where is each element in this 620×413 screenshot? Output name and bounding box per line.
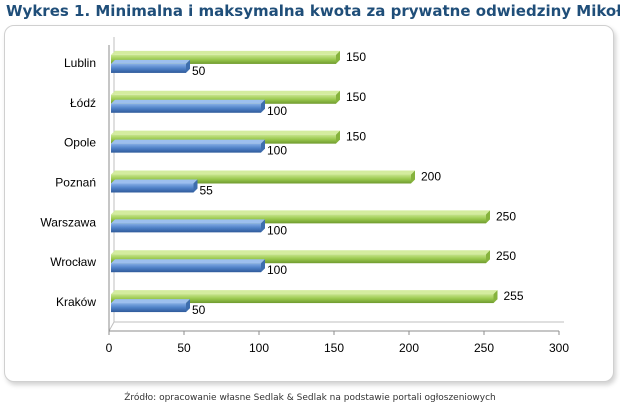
bar-max-5-top (111, 250, 490, 255)
bar-max-4-top (111, 210, 490, 215)
bar-min-1-face (111, 103, 261, 113)
bar-chart: 0 50 100 150 200 250 300 Lublin 150 50 Łódź 150 100 O… (40, 37, 569, 355)
depth-line (108, 321, 115, 332)
bar-max-4 (111, 210, 490, 224)
bar-max-5 (111, 250, 490, 264)
bar-min-0-end (186, 59, 190, 73)
bar-max-0-face (111, 54, 336, 64)
bar-min-0-top (111, 59, 190, 64)
x-tick-label: 300 (549, 341, 569, 355)
bar-min-3-end (193, 179, 198, 193)
bar-min-3 (111, 179, 198, 193)
bar-max-1-top (111, 90, 340, 95)
x-tick-label: 0 (106, 341, 113, 355)
bar-max-3-top (111, 170, 415, 175)
data-label-min: 50 (192, 303, 206, 317)
bar-min-6-face (111, 303, 186, 313)
bar-min-4-face (111, 223, 261, 233)
bar-min-2-end (261, 139, 265, 153)
bar-max-5-face (111, 254, 486, 264)
bar-max-1 (111, 90, 340, 104)
bar-max-3-face (111, 174, 411, 184)
bar-max-1-face (111, 94, 336, 104)
bar-max-2-face (111, 134, 336, 144)
bar-max-6-end (493, 290, 498, 304)
data-label-min: 100 (267, 223, 287, 237)
labels: 0 50 100 150 200 250 300 Lublin 150 50 Łódź 150 100 O… (40, 50, 569, 355)
data-label-min: 50 (192, 64, 206, 78)
bar-max-6-top (111, 290, 498, 295)
category-label: Poznań (55, 176, 96, 190)
bar-max-6-face (111, 294, 494, 304)
bar-min-0 (111, 59, 190, 73)
bar-max-4-face (111, 214, 486, 224)
data-label-max: 150 (346, 50, 366, 64)
bar-max-2 (111, 130, 340, 144)
data-label-min: 100 (267, 144, 287, 158)
bar-max-2-end (336, 130, 340, 144)
data-label-max: 150 (346, 130, 366, 144)
data-label-max: 250 (496, 249, 516, 263)
category-label: Warszawa (40, 215, 96, 229)
x-tick-label: 150 (324, 341, 344, 355)
bar-min-6-end (186, 299, 190, 313)
bar-max-0-end (336, 50, 340, 64)
bar-max-4-end (486, 210, 490, 224)
data-label-min: 100 (267, 263, 287, 277)
bar-min-2-top (111, 139, 265, 144)
bar-min-6-top (111, 299, 190, 304)
bar-min-2-face (111, 143, 261, 153)
bar-max-3 (111, 170, 415, 184)
bar-min-4-top (111, 219, 265, 224)
x-tick-label: 50 (177, 341, 191, 355)
bar-min-3-face (111, 183, 194, 193)
bar-min-0-face (111, 63, 186, 73)
data-label-max: 150 (346, 90, 366, 104)
bar-max-0 (111, 50, 340, 64)
bar-max-1-end (336, 90, 340, 104)
x-tick-label: 200 (399, 341, 419, 355)
bar-min-1 (111, 99, 265, 113)
category-label: Lublin (64, 56, 96, 70)
bar-min-5-face (111, 263, 261, 273)
data-label-max: 250 (496, 209, 516, 223)
chart-title: Wykres 1. Minimalna i maksymalna kwota z… (6, 2, 620, 20)
bar-max-5-end (486, 250, 490, 264)
bar-min-3-top (111, 179, 198, 184)
bar-min-6 (111, 299, 190, 313)
source-note: Źródło: opracowanie własne Sedlak & Sedl… (124, 393, 496, 403)
x-tick-label: 250 (474, 341, 494, 355)
category-label: Opole (64, 136, 96, 150)
bar-min-5-top (111, 259, 265, 264)
bar-max-2-top (111, 130, 340, 135)
category-label: Łódź (70, 96, 96, 110)
data-label-max: 255 (504, 289, 524, 303)
category-label: Kraków (56, 295, 96, 309)
x-tick-label: 100 (249, 341, 269, 355)
data-label-min: 55 (200, 184, 214, 198)
bar-max-3-end (411, 170, 415, 184)
bar-max-6 (111, 290, 498, 304)
data-label-max: 200 (421, 170, 441, 184)
data-label-min: 100 (267, 104, 287, 118)
category-label: Wrocław (50, 255, 96, 269)
bar-min-1-end (261, 99, 265, 113)
bar-min-4 (111, 219, 265, 233)
bar-min-5-end (261, 259, 265, 273)
bar-min-2 (111, 139, 265, 153)
axes (108, 37, 564, 335)
bar-min-4-end (261, 219, 265, 233)
bar-min-1-top (111, 99, 265, 104)
bars (111, 50, 498, 313)
bar-min-5 (111, 259, 265, 273)
bar-max-0-top (111, 50, 340, 55)
